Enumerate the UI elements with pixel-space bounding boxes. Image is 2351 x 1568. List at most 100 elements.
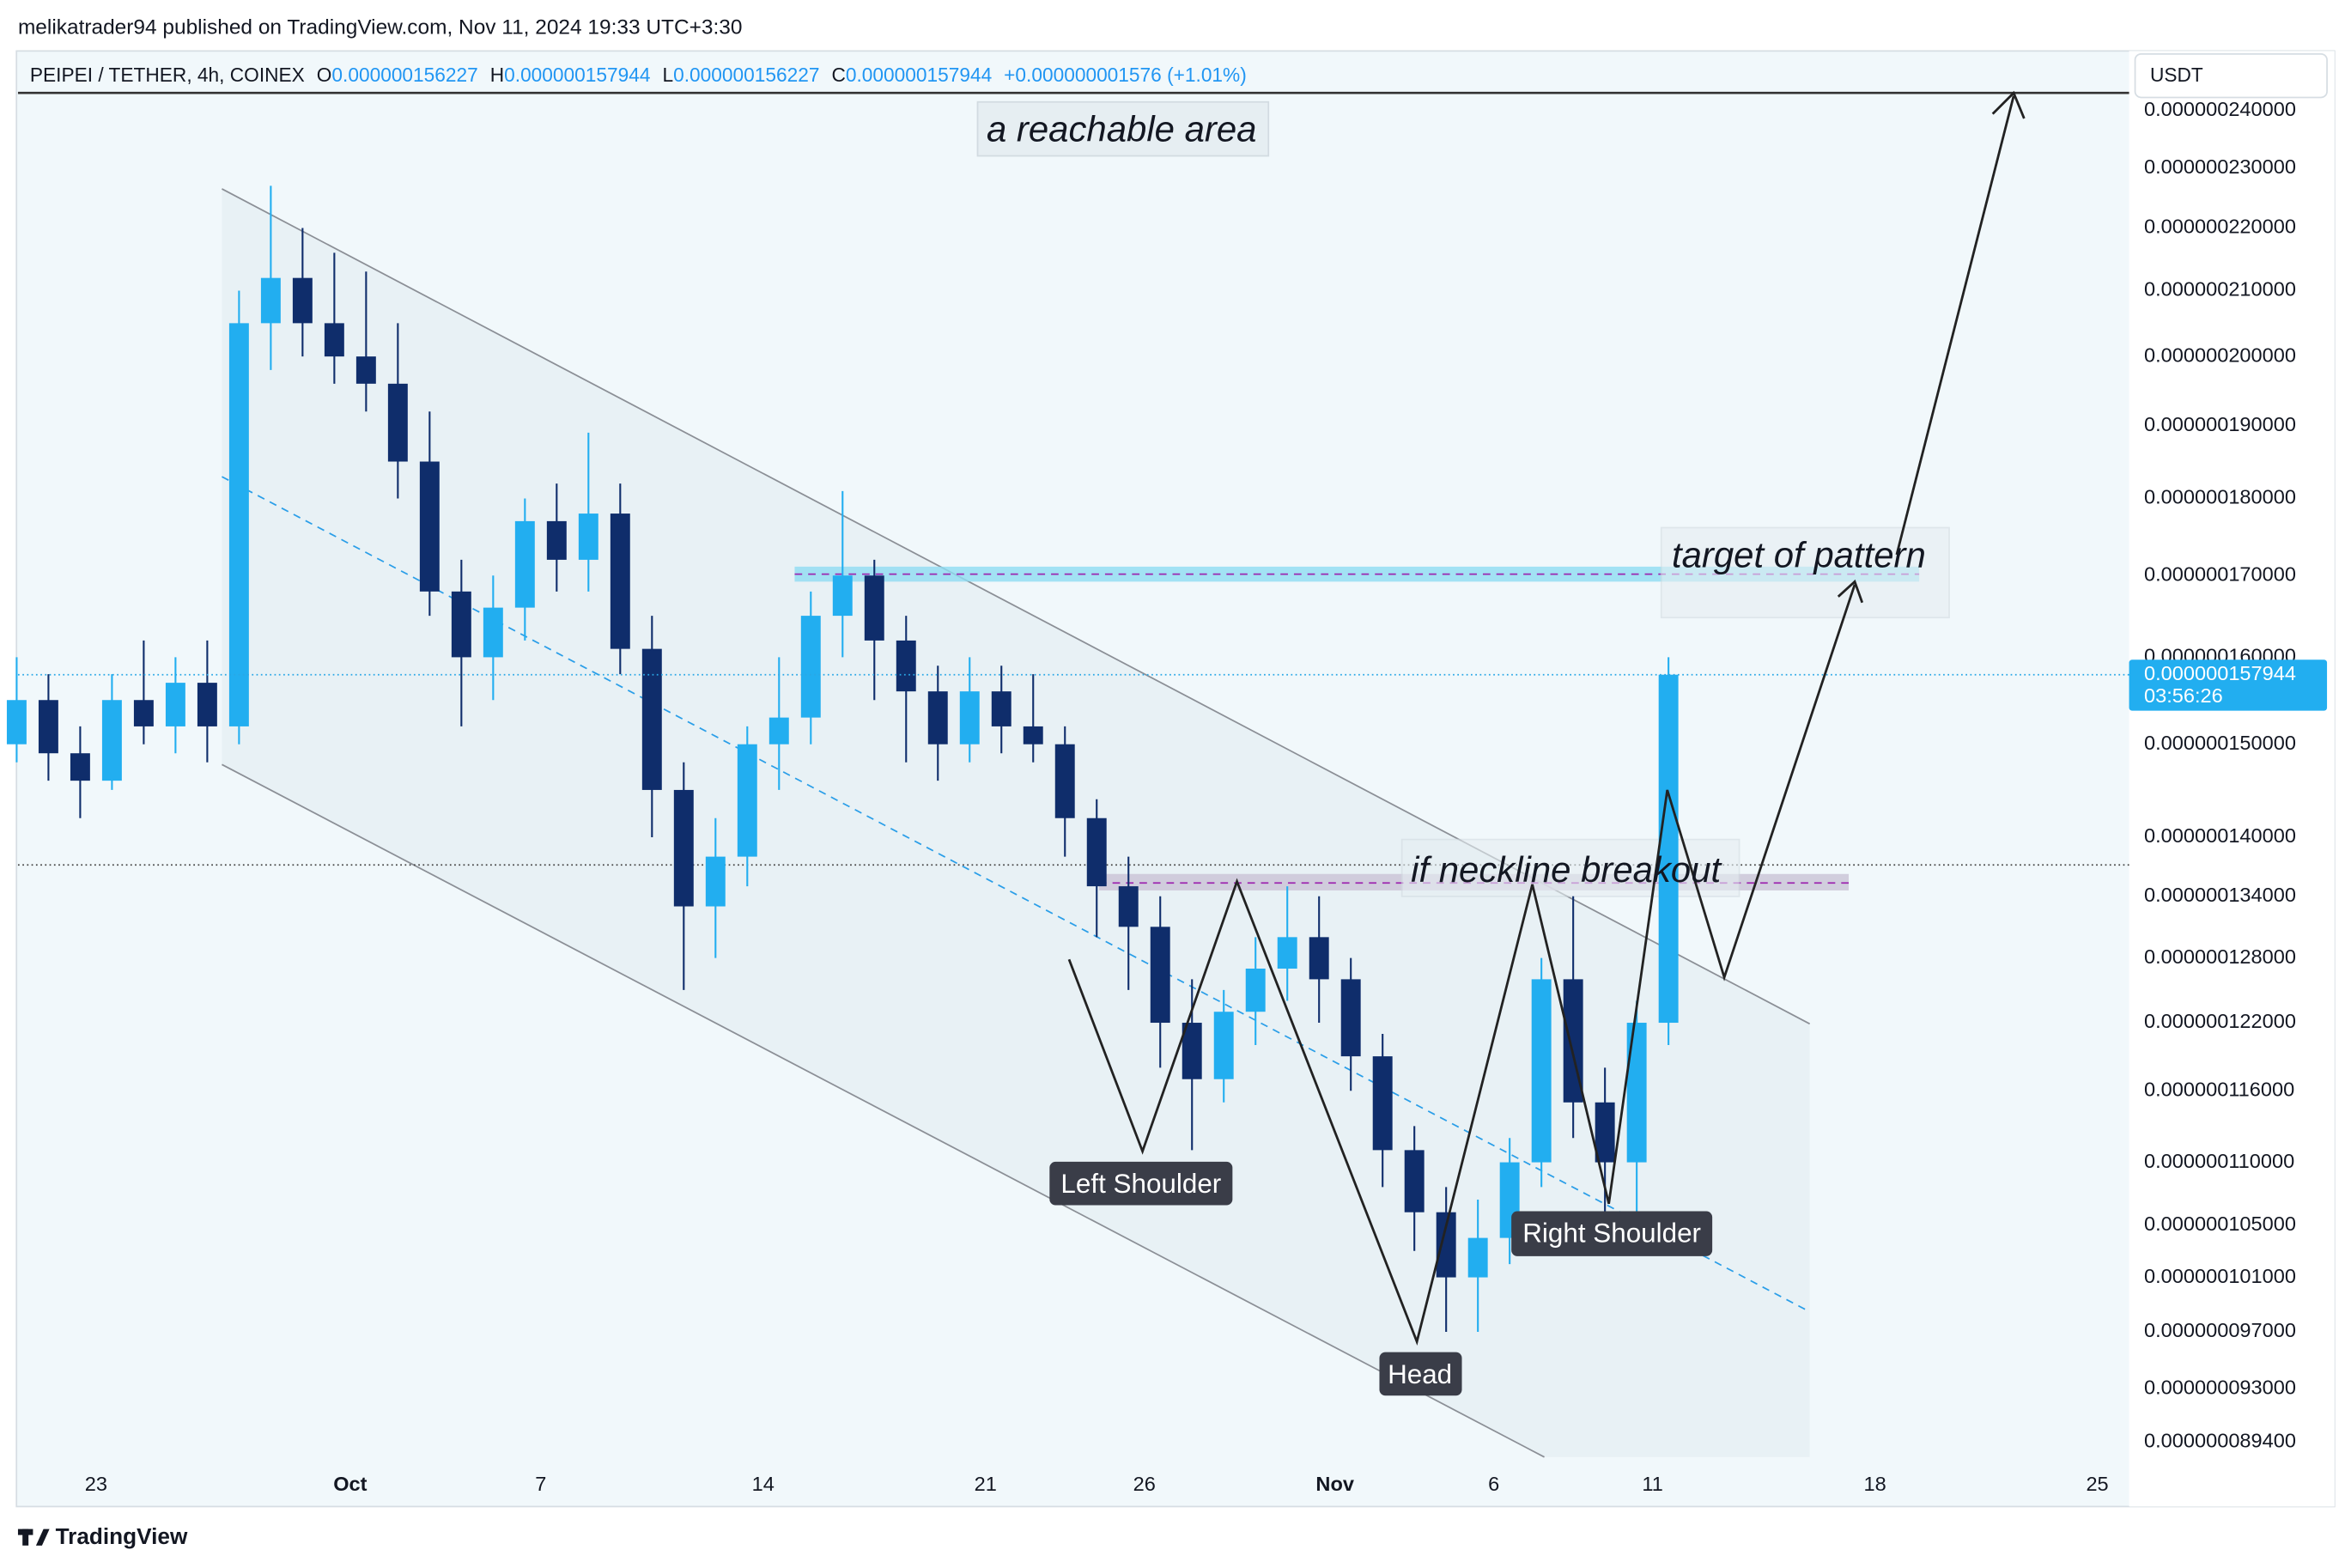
y-tick-label: 0.000000116000: [2144, 1078, 2294, 1100]
candle-body: [1658, 674, 1679, 1024]
countdown: 03:56:26: [2144, 684, 2223, 707]
price-tag: [2129, 659, 2328, 711]
candle-body: [546, 520, 567, 560]
annotation: target of pattern: [1672, 534, 1926, 574]
candle-body: [959, 691, 980, 744]
candle-body: [355, 356, 376, 384]
target-zone: [794, 566, 1920, 582]
candles: [6, 185, 1679, 1332]
y-tick-label: 0.000000134000: [2144, 884, 2296, 906]
candle-body: [1467, 1237, 1488, 1278]
logo: TradingView: [17, 1523, 188, 1549]
label-box: [1511, 1211, 1713, 1256]
candle-body: [514, 520, 535, 608]
y-tick-label: 0.000000128000: [2144, 945, 2296, 968]
candle-body: [38, 700, 58, 754]
logo-mark: [35, 1528, 50, 1546]
y-tick-label: 0.000000105000: [2144, 1212, 2296, 1235]
candle-body: [1213, 1012, 1234, 1079]
pattern-label: Left Shoulder: [1060, 1169, 1221, 1199]
candle-body: [1182, 1023, 1202, 1079]
x-tick-label: Nov: [1315, 1473, 1354, 1495]
candle-body: [1595, 1102, 1615, 1163]
candle-body: [832, 575, 853, 617]
candle-body: [101, 700, 122, 781]
legend-key: H: [490, 64, 504, 86]
candle-body: [292, 277, 313, 324]
x-tick-label: 14: [752, 1473, 775, 1495]
channel-lower: [222, 763, 1545, 1458]
pattern-path: [1067, 584, 1856, 1346]
candle-body: [387, 383, 408, 462]
legend-key: C: [831, 64, 845, 86]
candle-body: [737, 744, 757, 857]
y-tick-label: 0.000000230000: [2144, 155, 2296, 178]
annotation: a reachable area: [987, 109, 1256, 149]
publisher: melikatrader94 published on TradingView.…: [18, 16, 743, 40]
drawings: [17, 91, 2129, 1458]
arrow-line: [1895, 95, 2015, 556]
currency-button[interactable]: [2134, 52, 2328, 99]
candle-body: [768, 717, 789, 744]
candle-body: [451, 591, 471, 658]
candle-body: [228, 323, 249, 726]
neckline-box: [1400, 838, 1740, 897]
x-tick-label: 21: [975, 1473, 997, 1495]
candle-body: [927, 691, 948, 744]
candle-body: [165, 683, 185, 726]
candle-body: [673, 789, 694, 907]
candle-body: [1054, 744, 1075, 818]
candle-body: [260, 277, 281, 324]
candle-body: [1531, 979, 1552, 1163]
target-box: [1660, 526, 1950, 619]
arrow-head: [1991, 90, 2026, 119]
arrow-head: [1837, 579, 1864, 604]
x-tick-label: 6: [1488, 1473, 1499, 1495]
candle-body: [578, 514, 598, 560]
candle-body: [324, 323, 344, 357]
channel-fill: [222, 188, 1810, 1457]
x-tick-label: 25: [2086, 1473, 2108, 1495]
y-tick-label: 0.000000170000: [2144, 562, 2296, 585]
candle-body: [419, 461, 440, 592]
candle-body: [1309, 937, 1329, 980]
candle-body: [1118, 886, 1139, 927]
label-box: [1049, 1161, 1233, 1206]
price-tag-label: 0.000000157944: [2144, 662, 2296, 684]
y-tick-label: 0.000000200000: [2144, 343, 2296, 366]
pattern-label: Right Shoulder: [1522, 1219, 1701, 1249]
y-tick-label: 0.000000220000: [2144, 216, 2296, 238]
logo-mark: [22, 1528, 29, 1546]
candle-body: [864, 575, 884, 641]
x-tick-label: 18: [1863, 1473, 1886, 1495]
x-tick-label: 26: [1133, 1473, 1156, 1495]
pattern-label: Head: [1388, 1359, 1452, 1389]
y-tick-label: 0.000000190000: [2144, 413, 2296, 435]
brand: TradingView: [56, 1523, 188, 1549]
legend-value: 0.000000156227: [331, 64, 477, 86]
candle-body: [483, 607, 503, 658]
candle-body: [641, 648, 662, 790]
candle-body: [1626, 1023, 1647, 1163]
label-box: [1379, 1352, 1462, 1396]
y-tick-label: 0.000000097000: [2144, 1319, 2296, 1341]
x-tick-label: 23: [85, 1473, 107, 1495]
price-axis: [2129, 51, 2335, 1507]
candle-body: [133, 700, 154, 726]
candle-body: [1436, 1212, 1456, 1278]
legend-key: O: [317, 64, 332, 86]
legend: PEIPEI / TETHER, 4h, COINEX O0.0000001562…: [30, 64, 1247, 86]
candle-body: [1340, 979, 1361, 1057]
legend-value: 0.000000157944: [504, 64, 650, 86]
candle-body: [1245, 968, 1266, 1012]
candle-body: [1023, 726, 1043, 744]
legend-change: +0.000000001576 (+1.01%): [1004, 64, 1247, 86]
x-tick-label: 11: [1642, 1473, 1662, 1495]
candle-body: [197, 683, 217, 726]
legend-value: 0.000000157944: [846, 64, 992, 86]
candle-body: [1150, 927, 1170, 1024]
currency[interactable]: USDT: [2150, 64, 2203, 86]
annotation: if neckline breakout: [1411, 849, 1722, 890]
x-tick-label: 7: [535, 1473, 546, 1495]
